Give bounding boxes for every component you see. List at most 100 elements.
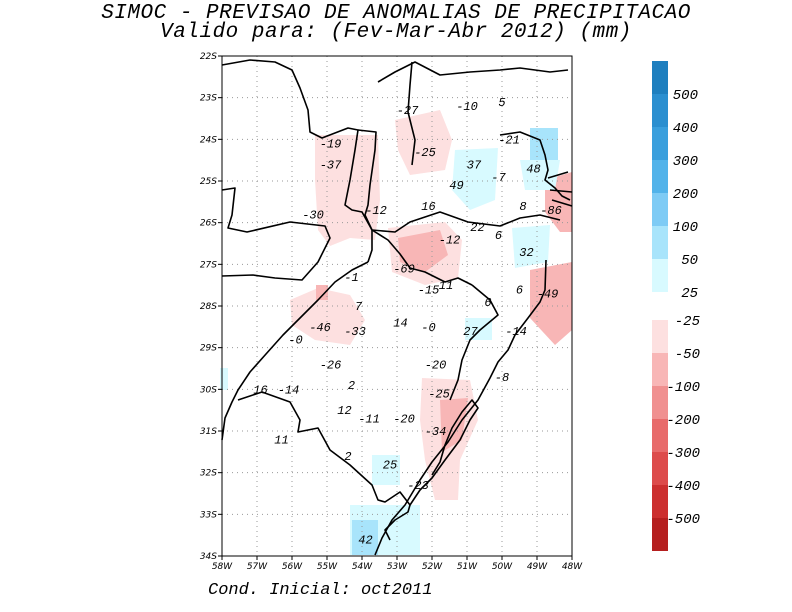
border-line — [407, 61, 416, 166]
border-line — [409, 399, 479, 506]
anomaly-value: 37 — [467, 158, 482, 172]
lat-tick-label: 25S — [200, 177, 217, 187]
anomaly-value: 11 — [439, 279, 453, 293]
anomaly-value: 6 — [484, 296, 491, 310]
colorbar-label: 200 — [673, 187, 698, 203]
neg-patch-sw — [316, 285, 328, 300]
anomaly-value: -21 — [498, 133, 520, 147]
border-line — [237, 391, 411, 541]
anomaly-value: 2 — [348, 379, 355, 393]
anomaly-value: -37 — [320, 158, 342, 172]
anomaly-value: 14 — [393, 317, 407, 331]
anomaly-value: 49 — [449, 179, 463, 193]
anomaly-value: -10 — [456, 100, 478, 114]
colorbar-label: 25 — [681, 286, 698, 302]
anomaly-value: -46 — [309, 321, 331, 335]
border-line — [357, 129, 377, 263]
anomaly-value: 25 — [383, 458, 397, 472]
anomaly-value: -86 — [540, 204, 562, 218]
lat-lon-grid — [222, 56, 572, 556]
lat-tick-label: 30S — [200, 385, 217, 395]
colorbar-label: 400 — [673, 121, 698, 137]
lat-tick-label: 31S — [200, 427, 217, 437]
pos-core-bottom — [352, 520, 378, 555]
border-line — [371, 211, 561, 233]
anomaly-value: 2 — [344, 450, 351, 464]
neg-area-north — [395, 110, 452, 175]
colorbar-label: 500 — [673, 88, 698, 104]
lat-tick-label: 28S — [200, 302, 217, 312]
anomaly-value: -25 — [428, 388, 450, 402]
colorbar-swatch-negative — [652, 419, 668, 452]
lat-tick-label: 32S — [200, 469, 217, 479]
pos-area-sc — [512, 225, 550, 268]
colorbar-swatch-negative — [652, 452, 668, 485]
anomaly-value: -0 — [288, 333, 302, 347]
anomaly-value: -25 — [414, 146, 436, 160]
border-line — [547, 171, 573, 207]
anomaly-value: -30 — [302, 208, 324, 222]
colorbar-swatch-negative — [652, 518, 668, 551]
anomaly-value: 7 — [355, 300, 363, 314]
lon-tick-label: 58W — [212, 562, 233, 572]
colorbar-label: -100 — [666, 380, 700, 396]
map-subtitle: Valido para: (Fev-Mar-Abr 2012) (mm) — [160, 21, 632, 44]
anomaly-value: 8 — [519, 200, 526, 214]
map-title: SIMOC - PREVISAO DE ANOMALIAS DE PRECIPI… — [101, 2, 691, 25]
anomaly-value: -14 — [278, 383, 300, 397]
anomaly-value: -69 — [393, 263, 415, 277]
border-line — [221, 261, 369, 441]
lon-tick-label: 57W — [247, 562, 268, 572]
anomaly-value: 32 — [519, 246, 533, 260]
neg-core-center — [398, 230, 448, 272]
anomaly-value: -15 — [418, 283, 440, 297]
anomaly-value: -14 — [505, 325, 527, 339]
lat-tick-label: 34S — [200, 552, 217, 562]
anomaly-value: -20 — [393, 413, 415, 427]
border-line — [499, 131, 571, 201]
border-line — [377, 61, 569, 83]
anomaly-value: 5 — [498, 96, 505, 110]
lon-tick-label: 48W — [562, 562, 583, 572]
anomaly-value: 12 — [337, 404, 351, 418]
colorbar-label: 300 — [673, 154, 698, 170]
colorbar-swatch-positive — [652, 94, 668, 127]
colorbar-label: 50 — [681, 253, 698, 269]
colorbar-label: -25 — [675, 314, 701, 330]
lon-tick-label: 50W — [492, 562, 513, 572]
anomaly-value: 16 — [253, 383, 267, 397]
border-line — [449, 284, 499, 401]
border-line — [221, 59, 373, 231]
lon-tick-label: 56W — [282, 562, 303, 572]
anomaly-value: 22 — [470, 221, 484, 235]
lat-tick-label: 29S — [200, 344, 217, 354]
lat-tick-label: 22S — [200, 52, 217, 62]
anomaly-value: -12 — [439, 233, 461, 247]
lon-tick-label: 55W — [317, 562, 338, 572]
pos-area-east — [452, 148, 498, 210]
lat-tick-label: 27S — [200, 260, 217, 270]
anomaly-value: -11 — [358, 413, 380, 427]
anomaly-value: -34 — [425, 425, 447, 439]
axis-ticks: 22S23S24S25S26S27S28S29S30S31S32S33S34S5… — [200, 52, 583, 572]
lon-tick-label: 54W — [352, 562, 373, 572]
neg-area-east-s — [530, 262, 572, 345]
colorbar-swatch-negative — [652, 485, 668, 518]
anomaly-value: -1 — [344, 271, 358, 285]
lat-tick-label: 24S — [200, 135, 217, 145]
anomaly-value: 6 — [516, 283, 523, 297]
colorbar-swatch-positive — [652, 193, 668, 226]
colorbar-swatch-positive — [652, 160, 668, 193]
colorbar-swatch-positive — [652, 259, 668, 292]
colorbar-swatch-negative — [652, 386, 668, 419]
pos-area-south — [372, 455, 400, 485]
lat-tick-label: 26S — [200, 219, 217, 229]
anomaly-value: 6 — [495, 229, 502, 243]
colorbar-label: -50 — [675, 347, 700, 363]
pos-area-ne-light — [520, 160, 560, 190]
colorbar-swatch-negative — [652, 353, 668, 386]
border-line — [371, 229, 473, 286]
lat-tick-label: 23S — [200, 94, 217, 104]
